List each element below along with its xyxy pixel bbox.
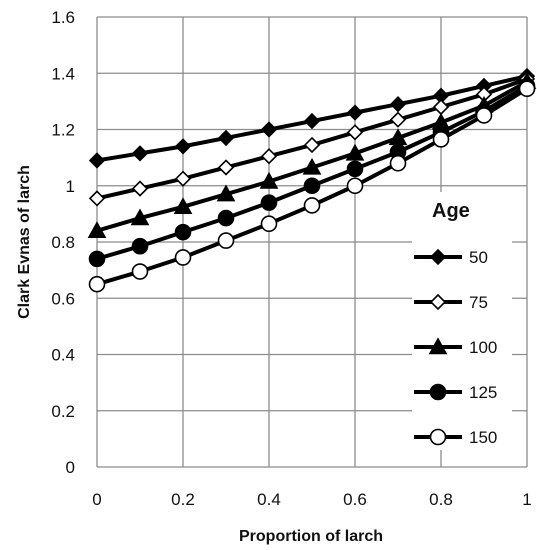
legend-title: Age <box>432 200 470 222</box>
data-point <box>131 263 149 280</box>
legend-item-50: 50 <box>414 248 488 267</box>
data-point <box>174 170 192 187</box>
data-point <box>131 145 149 162</box>
data-point <box>389 154 407 172</box>
data-point <box>260 148 278 165</box>
y-axis-title: Clark Evnas of larch <box>16 165 33 319</box>
data-point <box>432 98 450 116</box>
y-tick-label: 0.8 <box>51 233 75 252</box>
data-point <box>303 112 321 130</box>
data-point <box>259 171 279 189</box>
series-150 <box>88 80 536 293</box>
data-point <box>216 184 236 202</box>
legend-item-150: 150 <box>414 428 497 447</box>
legend-items: 50 75 100 125 150 <box>414 248 497 447</box>
data-point <box>88 275 106 293</box>
data-point <box>88 190 106 207</box>
series-layer <box>87 67 537 293</box>
data-point <box>217 232 235 249</box>
legend: Age 50 75 100 125 150 <box>412 192 512 450</box>
x-tick-label: 0.2 <box>171 490 195 509</box>
data-point <box>88 152 106 169</box>
legend-marker <box>429 248 447 266</box>
data-point <box>173 197 193 215</box>
data-point <box>389 96 407 113</box>
data-point <box>260 121 278 138</box>
data-point <box>217 129 235 147</box>
x-tick-label: 0 <box>92 490 101 509</box>
legend-item-125: 125 <box>414 383 497 402</box>
y-tick-label: 1 <box>66 177 75 196</box>
y-tick-label: 0.4 <box>51 346 75 365</box>
data-point <box>346 104 364 121</box>
y-tick-label: 1.2 <box>51 121 75 140</box>
legend-label: 100 <box>469 338 497 357</box>
data-point <box>345 143 365 161</box>
data-point <box>475 107 493 124</box>
data-point <box>88 250 106 268</box>
x-tick-label: 1 <box>522 490 531 509</box>
y-tick-label: 1.4 <box>51 64 75 83</box>
legend-marker <box>429 293 447 311</box>
data-point <box>174 138 192 155</box>
y-tick-label: 0.6 <box>51 289 75 308</box>
data-point <box>130 208 150 226</box>
data-point <box>518 80 536 98</box>
data-point <box>217 209 235 227</box>
legend-item-100: 100 <box>414 337 497 357</box>
x-tick-label: 0.6 <box>343 490 367 509</box>
data-point <box>131 237 149 255</box>
legend-label: 50 <box>469 248 488 267</box>
y-tick-labels: 0 0.2 0.4 0.6 0.8 1 1.2 1.4 1.6 <box>51 8 75 477</box>
legend-marker <box>429 383 447 401</box>
data-point <box>346 177 364 195</box>
data-point <box>346 160 364 178</box>
x-tick-label: 0.8 <box>429 490 453 509</box>
x-tick-labels: 0 0.2 0.4 0.6 0.8 1 <box>92 490 531 509</box>
data-point <box>87 221 107 238</box>
data-point <box>131 180 149 197</box>
legend-label: 75 <box>469 293 488 312</box>
series-50 <box>88 67 536 169</box>
data-point <box>303 197 321 214</box>
y-tick-label: 1.6 <box>51 8 75 27</box>
data-point <box>302 157 322 175</box>
x-axis-title: Proportion of larch <box>239 528 383 545</box>
legend-marker <box>428 337 448 355</box>
data-point <box>174 223 192 241</box>
legend-marker <box>429 428 447 446</box>
data-point <box>260 194 278 211</box>
data-point <box>303 136 321 154</box>
legend-label: 125 <box>469 383 497 402</box>
legend-item-75: 75 <box>414 293 488 312</box>
data-point <box>346 124 364 141</box>
data-point <box>389 111 407 128</box>
x-tick-label: 0.4 <box>257 490 281 509</box>
y-tick-label: 0.2 <box>51 402 75 421</box>
legend-background <box>412 192 512 450</box>
legend-label: 150 <box>469 428 497 447</box>
y-tick-label: 0 <box>66 458 75 477</box>
data-point <box>260 215 278 233</box>
data-point <box>432 131 450 148</box>
data-point <box>217 159 235 176</box>
data-point <box>303 177 321 195</box>
data-point <box>174 249 192 266</box>
